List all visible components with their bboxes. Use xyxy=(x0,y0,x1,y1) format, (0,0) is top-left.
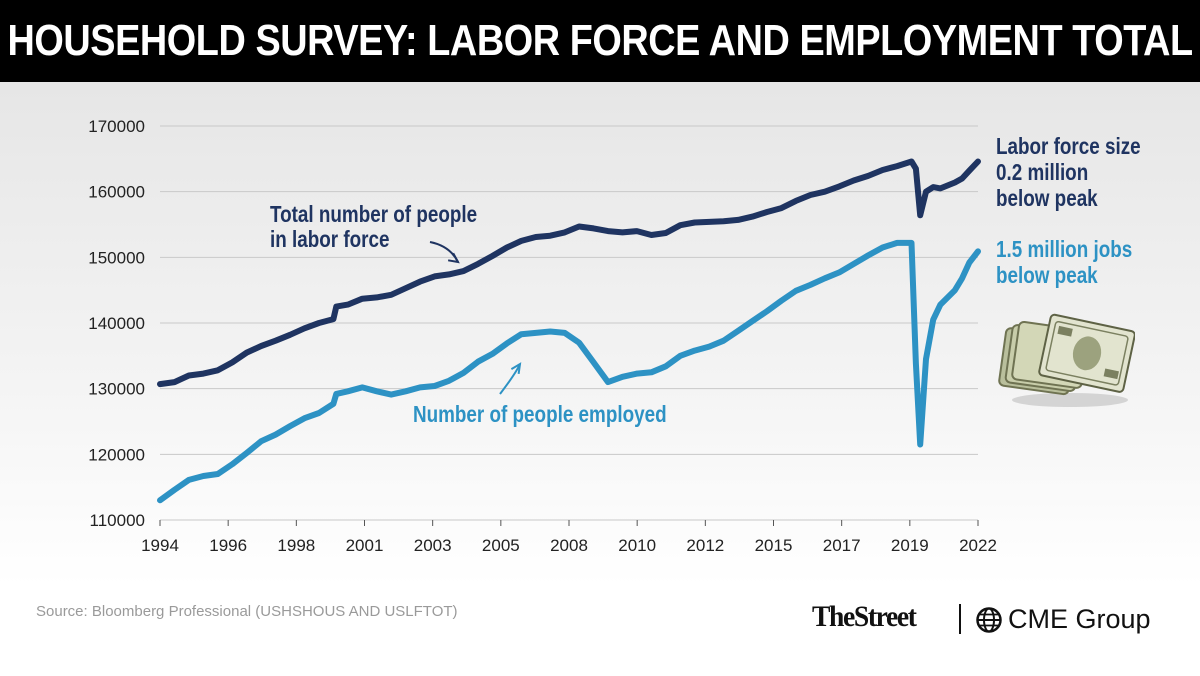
y-tick-label-140000: 140000 xyxy=(88,314,145,333)
globe-icon xyxy=(976,606,1002,633)
employed-arrow-head xyxy=(510,362,522,375)
employed-annotation: Number of people employed xyxy=(413,401,667,427)
cme-group-logo: CME Group xyxy=(976,604,1151,635)
title-bar: HOUSEHOLD SURVEY: LABOR FORCE AND EMPLOY… xyxy=(0,0,1200,82)
plot-area: 110000 120000 130000 140000 150000 160000 1700… xyxy=(0,82,1200,586)
labor-force-side-line-3: below peak xyxy=(996,185,1098,211)
jobs-side-note: 1.5 million jobs below peak xyxy=(996,236,1132,288)
source-note: Source: Bloomberg Professional (USHSHOUS… xyxy=(36,603,458,620)
labor-force-annotation: Total number of people in labor force xyxy=(270,202,477,252)
x-tick-label-2022: 2022 xyxy=(959,536,997,555)
y-tick-label-130000: 130000 xyxy=(88,380,145,399)
jobs-side-line-1: 1.5 million jobs xyxy=(996,236,1133,262)
x-tick-label-2019: 2019 xyxy=(891,536,929,555)
labor-force-side-line-1: Labor force size xyxy=(996,133,1141,159)
labor-force-annotation-line-1: Total number of people xyxy=(270,201,478,227)
x-tick-label-2001: 2001 xyxy=(346,536,384,555)
y-tick-label-120000: 120000 xyxy=(88,445,145,464)
jobs-side-line-2: below peak xyxy=(996,262,1098,288)
x-tick-label-2012: 2012 xyxy=(686,536,724,555)
labor-force-side-line-2: 0.2 million xyxy=(996,159,1089,185)
x-tick-label-2003: 2003 xyxy=(414,536,452,555)
employed-line xyxy=(157,239,981,504)
labor-force-line xyxy=(157,158,981,388)
x-tick-label-2005: 2005 xyxy=(482,536,520,555)
x-tick-label-2015: 2015 xyxy=(755,536,793,555)
x-tick-label-1994: 1994 xyxy=(141,536,179,555)
cme-group-label: CME Group xyxy=(1008,604,1151,634)
labor-force-side-note: Labor force size 0.2 million below peak xyxy=(996,133,1141,211)
money-stack-icon xyxy=(998,313,1135,407)
y-tick-label-160000: 160000 xyxy=(88,183,145,202)
thestreet-logo: TheStreet xyxy=(812,600,917,633)
labor-force-annotation-line-2: in labor force xyxy=(270,226,390,252)
x-tick-label-1998: 1998 xyxy=(277,536,315,555)
labor-force-arrow-head xyxy=(447,252,460,264)
y-tick-label-110000: 110000 xyxy=(90,511,145,530)
x-tick-label-2017: 2017 xyxy=(823,536,861,555)
x-tick-label-1996: 1996 xyxy=(209,536,247,555)
y-tick-label-150000: 150000 xyxy=(88,248,145,267)
chart-title: HOUSEHOLD SURVEY: LABOR FORCE AND EMPLOY… xyxy=(7,16,1193,65)
line-chart: 110000 120000 130000 140000 150000 160000 1700… xyxy=(88,117,997,555)
employed-arrow xyxy=(499,363,521,395)
x-tick-label-2008: 2008 xyxy=(550,536,588,555)
brand-divider xyxy=(959,604,961,634)
x-tick-label-2010: 2010 xyxy=(618,536,656,555)
y-tick-label-170000: 170000 xyxy=(88,117,145,136)
